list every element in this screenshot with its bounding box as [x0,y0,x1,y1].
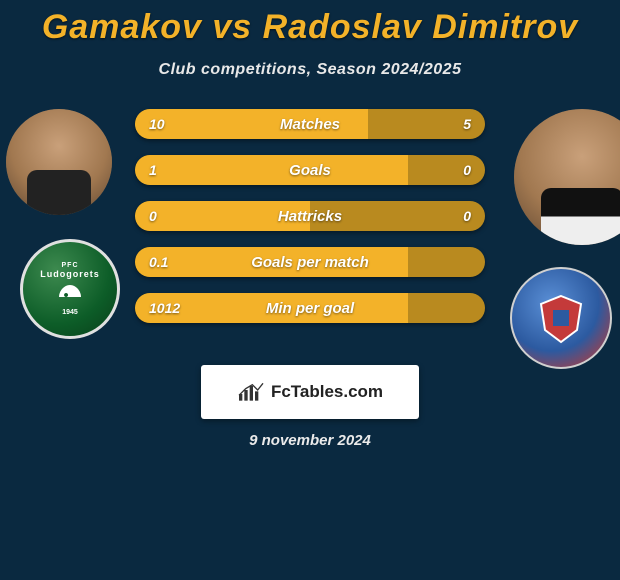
stat-value-right: 0 [463,201,471,231]
stat-label: Goals [135,155,485,185]
stats-list: 10Matches51Goals00Hattricks00.1Goals per… [135,109,485,339]
player-right-photo [514,109,620,245]
date-label: 9 november 2024 [0,432,620,449]
stat-label: Min per goal [135,293,485,323]
branding-badge: FcTables.com [201,365,419,419]
club-left-logo: PFC Ludogorets 1945 [20,239,120,339]
shield-icon [531,288,591,348]
page-subtitle: Club competitions, Season 2024/2025 [0,61,620,79]
stat-row: 0.1Goals per match [135,247,485,277]
stat-value-right: 5 [463,109,471,139]
club-right-logo [510,267,612,369]
stat-value-right: 0 [463,155,471,185]
stat-row: 0Hattricks0 [135,201,485,231]
stat-row: 10Matches5 [135,109,485,139]
stat-label: Matches [135,109,485,139]
stat-row: 1Goals0 [135,155,485,185]
stat-label: Hattricks [135,201,485,231]
branding-text: FcTables.com [271,382,383,402]
face-silhouette [6,109,112,215]
stat-label: Goals per match [135,247,485,277]
face-silhouette [514,109,620,245]
club-left-label: PFC Ludogorets 1945 [40,262,100,316]
chart-icon [237,382,265,402]
eagle-icon [50,279,90,309]
player-left-photo [6,109,112,215]
stat-row: 1012Min per goal [135,293,485,323]
page-title: Gamakov vs Radoslav Dimitrov [0,0,620,47]
